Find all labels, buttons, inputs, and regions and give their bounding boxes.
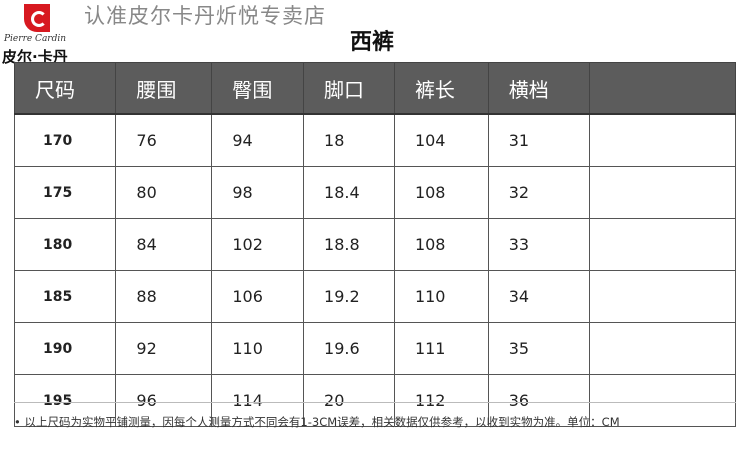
table-cell: 18.4 [303,166,395,219]
table-cell: 106 [211,270,305,323]
table-cell: 18 [303,113,395,167]
table-row: 175 80 98 18.4 108 32 [13,166,736,219]
table-cell: 170 [13,113,117,167]
column-header: 横档 [487,62,591,115]
column-header: 裤长 [393,62,489,115]
table-row: 170 76 94 18 104 31 [13,113,736,167]
table-cell: 175 [13,166,117,219]
table-row: 195 96 114 20 112 36 [13,374,736,427]
table-cell: 114 [211,374,305,427]
table-row: 190 92 110 19.6 111 35 [13,322,736,375]
size-note: • 以上尺码为实物平铺测量，因每个人测量方式不同会有1-3CM误差，相关数据仅供… [14,415,620,429]
table-cell: 32 [487,166,591,219]
size-table: 尺码 腰围 臀围 脚口 裤长 横档 170 76 94 18 104 31 175 80 98 18.4 10… [13,62,736,427]
table-cell: 88 [115,270,213,323]
table-cell [589,166,736,219]
header-row: 尺码 腰围 臀围 脚口 裤长 横档 [13,62,736,115]
table-cell: 111 [393,322,489,375]
table-row: 180 84 102 18.8 108 33 [13,218,736,271]
table-cell: 104 [393,113,489,167]
table-cell: 94 [211,113,305,167]
table-cell: 80 [115,166,213,219]
table-cell [589,374,736,427]
table-cell: 36 [487,374,591,427]
table-cell: 92 [115,322,213,375]
table-cell [589,322,736,375]
table-cell [589,218,736,271]
table-cell: 96 [115,374,213,427]
table-cell: 20 [303,374,395,427]
table-cell: 31 [487,113,591,167]
table-cell: 185 [13,270,117,323]
table-cell: 84 [115,218,213,271]
logo-cn: 皮尔·卡丹 [2,48,68,66]
logo-script: Pierre Cardin [4,34,67,44]
table-cell: 33 [487,218,591,271]
table-cell [589,270,736,323]
table-row: 185 88 106 19.2 110 34 [13,270,736,323]
table-cell: 18.8 [303,218,395,271]
column-header: 尺码 [13,62,117,115]
table-cell: 190 [13,322,117,375]
table-cell: 19.6 [303,322,395,375]
table-cell: 76 [115,113,213,167]
table-cell: 110 [393,270,489,323]
table-cell: 180 [13,218,117,271]
column-header: 脚口 [303,62,395,115]
table-cell: 98 [211,166,305,219]
column-header: 臀围 [211,62,305,115]
chart-title: 西裤 [350,30,395,55]
table-cell: 195 [13,374,117,427]
brand-logo: Pierre Cardin 皮尔·卡丹 [2,2,74,66]
table-cell: 108 [393,218,489,271]
store-name: 认准皮尔卡丹炘悦专卖店 [84,4,326,28]
column-header [589,62,736,115]
table-cell: 102 [211,218,305,271]
table-cell: 110 [211,322,305,375]
column-header: 腰围 [115,62,213,115]
table-cell: 35 [487,322,591,375]
table-cell: 112 [393,374,489,427]
table-cell: 108 [393,166,489,219]
table-cell [589,113,736,167]
table-cell: 34 [487,270,591,323]
logo-mark-icon [24,4,50,32]
table-cell: 19.2 [303,270,395,323]
divider [14,402,736,403]
